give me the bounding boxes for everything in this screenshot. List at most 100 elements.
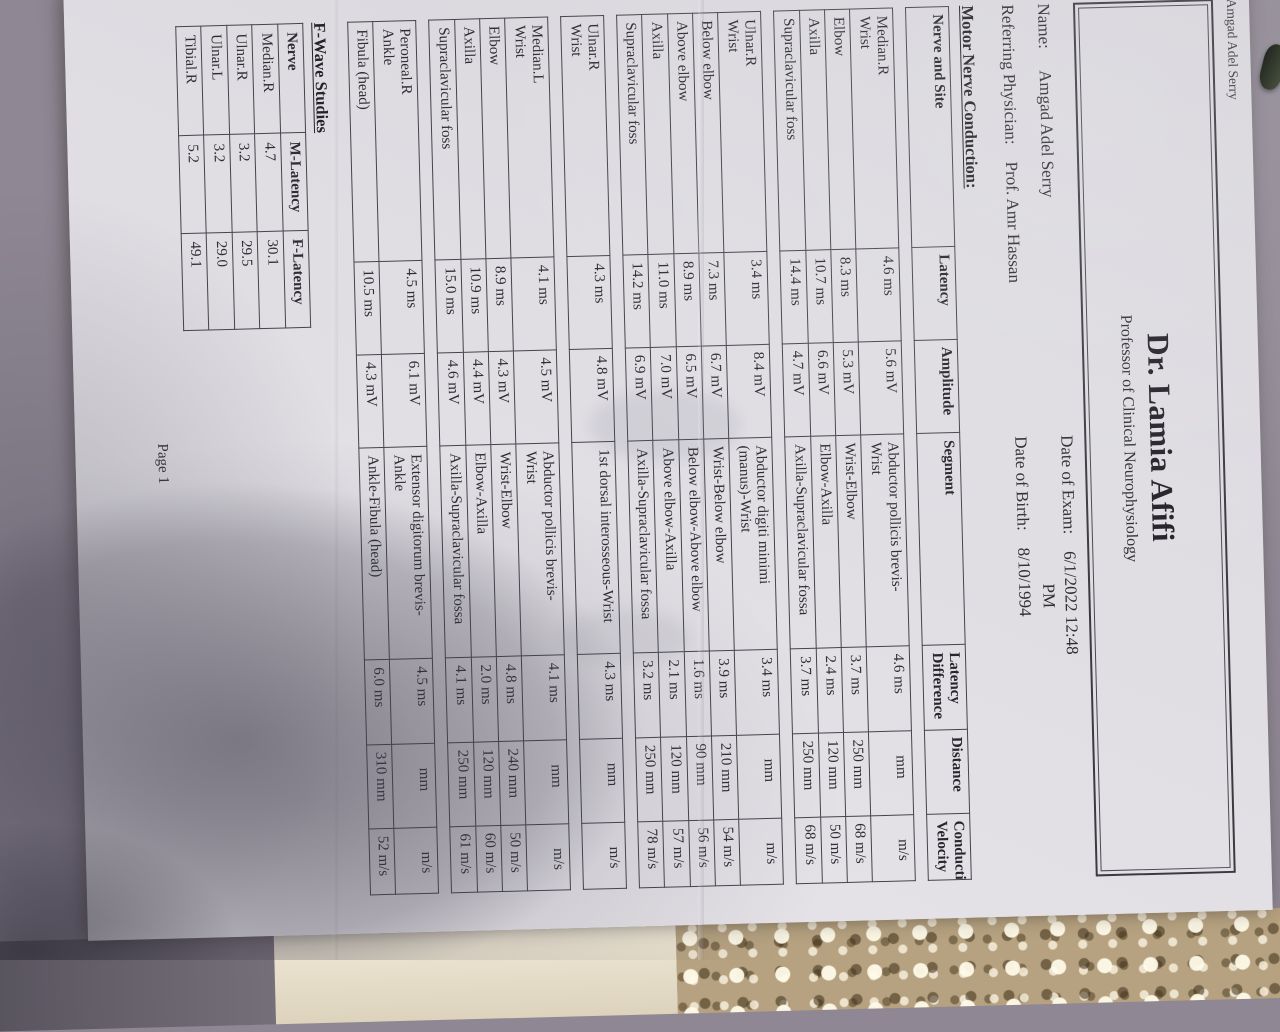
cell-conduction-velocity: 61 m/s xyxy=(449,825,478,893)
cell-latency: 8.9 ms xyxy=(673,253,702,347)
nerve-table-median-r: Median.R Wrist 4.6 ms 5.6 mV Abductor pollic… xyxy=(773,7,916,884)
cell-distance: 250 mm xyxy=(447,742,476,827)
date-of-exam-line2: PM xyxy=(1038,583,1059,608)
patient-info-block: Date of Exam: 6/1/2022 12:48 PM Name: Am… xyxy=(989,3,1088,879)
cell-latency-difference: 4.1 ms xyxy=(445,657,474,743)
cell-latency-difference: 3.7 ms xyxy=(790,648,819,734)
cell-latency-difference: 4.3 ms xyxy=(577,653,623,740)
page-number-footer: Page 1 xyxy=(154,443,172,485)
cell-amplitude: 6.9 mV xyxy=(625,347,654,442)
cell-distance: mm xyxy=(579,738,625,823)
cell-f-latency: 29.5 xyxy=(231,231,260,330)
report-paper: Amgad Adel Serry Dr. Lamia Afifi Profess… xyxy=(63,0,1273,941)
cell-amplitude: 8.4 mV xyxy=(726,343,772,439)
column-header: Conduction Velocity xyxy=(926,812,972,881)
cell-latency-difference: 2.1 ms xyxy=(658,651,687,738)
cell-latency-difference: 2.4 ms xyxy=(815,647,844,733)
fwave-column-header: F-Latency xyxy=(282,230,311,328)
cell-amplitude: 6.6 mV xyxy=(807,342,836,437)
cell-distance: 120 mm xyxy=(473,741,501,826)
cell-amplitude: 4.4 mV xyxy=(462,351,491,446)
cell-amplitude: 4.7 mV xyxy=(782,342,811,437)
cell-latency: 8.3 ms xyxy=(830,249,859,343)
date-of-birth-value: 8/10/1994 xyxy=(1014,547,1035,617)
name-value: Amgad Adel Serry xyxy=(1035,69,1059,198)
cell-m-latency: 3.2 xyxy=(204,134,232,233)
cell-conduction-velocity: 68 m/s xyxy=(845,815,873,883)
cell-latency: 14.2 ms xyxy=(622,254,651,348)
cell-amplitude: 7.0 mV xyxy=(650,346,679,441)
cell-conduction-velocity: 68 m/s xyxy=(794,816,823,884)
column-header: Nerve and Site xyxy=(905,6,955,248)
cell-latency-difference: 3.4 ms xyxy=(734,649,780,736)
date-of-exam-value-pm: PM xyxy=(1039,583,1059,609)
cell-f-latency: 30.1 xyxy=(257,230,286,329)
referring-physician-line: Referring Physician: Prof. Amr Hassan xyxy=(997,4,1024,283)
cell-latency: 7.3 ms xyxy=(698,252,727,346)
cell-distance: mm xyxy=(391,743,437,828)
cell-distance: mm xyxy=(868,730,914,816)
cell-f-latency: 29.0 xyxy=(206,232,235,330)
cell-fwave-nerve: Ulnar.R xyxy=(226,24,255,135)
cell-distance: 250 mm xyxy=(843,731,872,817)
cell-latency: 4.5 ms xyxy=(379,260,425,355)
letterhead-box-inner: Dr. Lamia Afifi Professor of Clinical Ne… xyxy=(1078,4,1231,872)
cream-sheet xyxy=(273,923,678,1025)
cell-m-latency: 5.2 xyxy=(178,135,207,234)
referring-physician-value: Prof. Amr Hassan xyxy=(1002,161,1025,284)
column-header: Distance xyxy=(924,729,970,814)
cell-distance: 310 mm xyxy=(366,744,395,829)
cell-amplitude: 6.5 mV xyxy=(675,345,704,440)
cell-latency: 10.9 ms xyxy=(460,258,489,352)
cell-conduction-velocity: 56 m/s xyxy=(688,819,716,887)
cell-conduction-velocity: 50 m/s xyxy=(820,816,848,884)
cell-amplitude: 4.6 mV xyxy=(437,351,466,446)
fwave-column-header: Nerve xyxy=(277,23,306,134)
cell-amplitude: 5.3 mV xyxy=(833,341,862,436)
cell-latency: 14.4 ms xyxy=(780,250,808,344)
letterhead-box: Dr. Lamia Afifi Professor of Clinical Ne… xyxy=(1072,0,1236,877)
column-header: Latency Difference xyxy=(922,644,968,731)
column-header: Amplitude xyxy=(914,339,960,434)
date-of-birth-label: Date of Birth: xyxy=(1011,436,1033,531)
column-header: Segment xyxy=(916,432,966,646)
f-wave-table: Nerve M-Latency F-Latency Median.R 4.7 30.1 Ul… xyxy=(175,23,311,331)
cell-segment: Extensor digitorum brevis- Ankle xyxy=(384,446,433,660)
cell-conduction-velocity: m/s xyxy=(526,823,571,891)
shadowed-surface xyxy=(0,934,276,1032)
cell-fwave-nerve: Ulnar.L xyxy=(201,25,230,136)
cell-conduction-velocity: 54 m/s xyxy=(713,818,741,886)
cell-amplitude: 6.1 mV xyxy=(381,352,427,448)
cell-distance: mm xyxy=(523,739,569,825)
cell-latency-difference: 3.9 ms xyxy=(709,650,737,736)
nerve-table-median-l: Median.L Wrist 4.1 ms 4.5 mV Abductor pollic… xyxy=(428,16,571,893)
cell-amplitude: 5.6 mV xyxy=(858,340,904,435)
cell-conduction-velocity: 78 m/s xyxy=(637,820,665,888)
cell-amplitude: 4.3 mV xyxy=(488,350,517,445)
f-wave-table-holder: Nerve M-Latency F-Latency Median.R 4.7 30.1 Ul… xyxy=(175,23,326,900)
cell-conduction-velocity: 60 m/s xyxy=(475,825,503,893)
cell-conduction-velocity: m/s xyxy=(394,826,439,895)
cell-m-latency: 3.2 xyxy=(229,134,258,233)
cell-amplitude: 6.7 mV xyxy=(701,345,730,440)
cell-latency: 4.3 ms xyxy=(567,255,613,350)
column-header: Latency xyxy=(911,246,958,341)
cell-latency: 4.1 ms xyxy=(511,256,557,351)
cell-segment: Abductor pollicis brevis- Wrist xyxy=(516,442,565,657)
cell-latency-difference: 4.5 ms xyxy=(389,658,435,745)
cell-nerve-site: Ulnar.R Wrist xyxy=(560,15,610,257)
name-line: Name: Amgad Adel Serry xyxy=(1033,3,1058,198)
nerve-table-ulnar-r: Ulnar.R Wrist 3.4 ms 8.4 mV Abductor digiti … xyxy=(616,11,784,889)
date-of-exam-label: Date of Exam: xyxy=(1057,434,1079,535)
cell-distance: 240 mm xyxy=(498,740,527,826)
cell-latency: 10.7 ms xyxy=(805,249,834,343)
cell-distance: mm xyxy=(736,733,782,819)
cell-latency: 11.0 ms xyxy=(648,253,676,348)
cell-distance: 120 mm xyxy=(660,736,689,821)
name-label: Name: xyxy=(1033,3,1055,50)
cell-latency-difference: 2.0 ms xyxy=(470,656,499,743)
cell-conduction-velocity: m/s xyxy=(581,821,627,890)
cell-amplitude: 4.5 mV xyxy=(513,349,559,444)
cell-latency: 8.9 ms xyxy=(485,258,514,352)
